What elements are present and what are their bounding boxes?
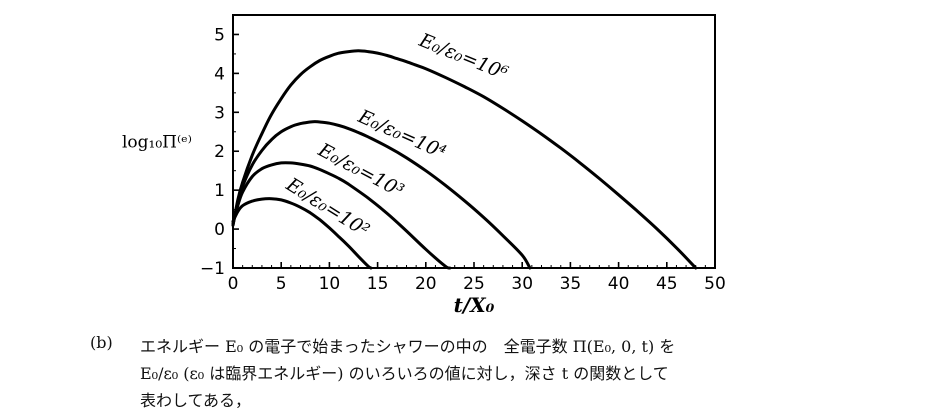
- series-line: [231, 161, 452, 270]
- series-layer: [231, 49, 698, 270]
- x-tick-label: 35: [560, 274, 582, 294]
- caption-line-1: エネルギー E₀ の電子で始まったシャワーの中の 全電子数 Π(E₀, 0, t…: [140, 337, 676, 356]
- y-tick-label: 4: [214, 64, 225, 84]
- series-label: E₀/ε₀=10²: [282, 173, 374, 242]
- x-tick-label: 10: [319, 274, 341, 294]
- y-tick-label: −1: [200, 259, 225, 279]
- caption-line-2: E₀/ε₀ (ε₀ は臨界エネルギー) のいろいろの値に対し，深さ t の関数と…: [140, 364, 669, 383]
- x-tick-label: 0: [228, 274, 239, 294]
- y-tick-label: 0: [214, 220, 225, 240]
- x-tick-label: 15: [367, 274, 389, 294]
- x-tick-label: 50: [704, 274, 726, 294]
- x-tick-label: 40: [608, 274, 630, 294]
- caption-line-3: 表わしてある，: [140, 391, 252, 410]
- series-label: E₀/ε₀=10⁶: [415, 29, 511, 85]
- x-tick-label: 30: [511, 274, 533, 294]
- y-tick-label: 5: [214, 25, 225, 45]
- series-line: [231, 49, 698, 270]
- y-tick-label: 2: [214, 142, 225, 162]
- x-tick-label: 5: [276, 274, 287, 294]
- caption-label: (b): [90, 333, 113, 352]
- y-tick-label: 3: [214, 103, 225, 123]
- y-axis-label: log₁₀Π⁽ᵉ⁾: [122, 132, 192, 152]
- x-tick-label: 20: [415, 274, 437, 294]
- series-line: [231, 197, 373, 270]
- x-axis-label: t/X₀: [454, 293, 495, 317]
- y-tick-label: 1: [214, 181, 225, 201]
- x-tick-label: 25: [463, 274, 485, 294]
- x-tick-label: 45: [656, 274, 678, 294]
- series-line: [231, 120, 532, 270]
- labels: t/X₀log₁₀Π⁽ᵉ⁾E₀/ε₀=10⁶E₀/ε₀=10⁴E₀/ε₀=10³…: [122, 29, 511, 317]
